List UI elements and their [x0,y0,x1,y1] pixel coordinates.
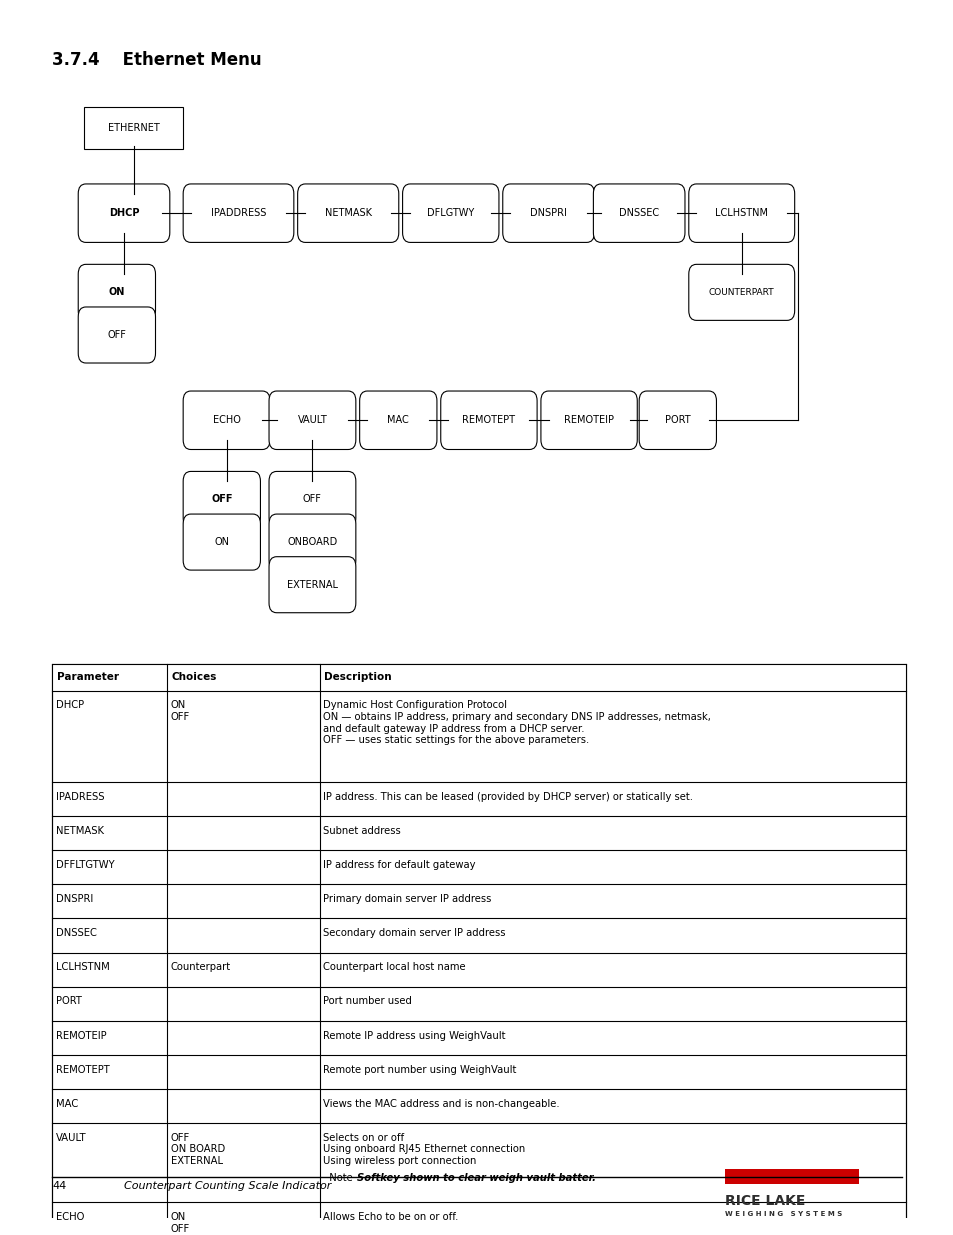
FancyBboxPatch shape [84,107,183,148]
Text: ON: ON [214,537,229,547]
Text: Port number used: Port number used [323,997,412,1007]
Text: MAC: MAC [56,1099,78,1109]
Text: NETMASK: NETMASK [56,826,104,836]
Text: Choices: Choices [172,672,217,682]
FancyBboxPatch shape [688,264,794,320]
Text: Primary domain server IP address: Primary domain server IP address [323,894,491,904]
FancyBboxPatch shape [502,184,594,242]
Text: PORT: PORT [56,997,82,1007]
Text: Remote port number using WeighVault: Remote port number using WeighVault [323,1065,517,1074]
Text: REMOTEPT: REMOTEPT [56,1065,110,1074]
Text: REMOTEIP: REMOTEIP [563,415,614,425]
Text: 3.7.4    Ethernet Menu: 3.7.4 Ethernet Menu [52,51,262,69]
Text: ON: ON [109,288,125,298]
FancyBboxPatch shape [183,514,260,571]
Text: IPADRESS: IPADRESS [56,792,105,802]
Text: DFLGTWY: DFLGTWY [427,209,474,219]
Text: ON
OFF: ON OFF [171,700,190,722]
Text: Parameter: Parameter [57,672,119,682]
Text: Counterpart: Counterpart [171,962,231,972]
Text: NETMASK: NETMASK [324,209,372,219]
Text: Allows Echo to be on or off.: Allows Echo to be on or off. [323,1212,458,1223]
Text: Views the MAC address and is non-changeable.: Views the MAC address and is non-changea… [323,1099,559,1109]
Text: DNSSEC: DNSSEC [618,209,659,219]
Text: DHCP: DHCP [109,209,139,219]
Text: Softkey shown to clear weigh vault batter.: Softkey shown to clear weigh vault batte… [356,1173,595,1183]
Text: Subnet address: Subnet address [323,826,400,836]
Text: Description: Description [324,672,392,682]
Text: IPADDRESS: IPADDRESS [211,209,266,219]
Bar [52,664,905,1235]
Text: REMOTEPT: REMOTEPT [462,415,515,425]
FancyBboxPatch shape [183,391,270,450]
Text: ECHO: ECHO [213,415,240,425]
FancyBboxPatch shape [183,184,294,242]
Text: Selects on or off
Using onboard RJ45 Ethernet connection
Using wireless port con: Selects on or off Using onboard RJ45 Eth… [323,1132,525,1166]
Text: LCLHSTNM: LCLHSTNM [715,209,767,219]
Text: 44: 44 [52,1182,67,1192]
FancyBboxPatch shape [359,391,436,450]
Text: OFF: OFF [211,494,233,504]
FancyBboxPatch shape [688,184,794,242]
FancyBboxPatch shape [440,391,537,450]
Text: RICE LAKE: RICE LAKE [724,1194,804,1208]
Text: MAC: MAC [387,415,409,425]
Text: ETHERNET: ETHERNET [108,124,159,133]
Text: PORT: PORT [664,415,690,425]
Text: OFF: OFF [303,494,321,504]
Text: Counterpart Counting Scale Indicator: Counterpart Counting Scale Indicator [124,1182,331,1192]
Text: DNSPRI: DNSPRI [530,209,566,219]
FancyBboxPatch shape [593,184,684,242]
Text: ON
OFF: ON OFF [171,1212,190,1234]
FancyBboxPatch shape [639,391,716,450]
FancyBboxPatch shape [402,184,498,242]
Text: IP address. This can be leased (provided by DHCP server) or statically set.: IP address. This can be leased (provided… [323,792,693,802]
Text: Counterpart local host name: Counterpart local host name [323,962,466,972]
Text: DFFLTGTWY: DFFLTGTWY [56,860,114,869]
Text: OFF: OFF [108,330,126,340]
Text: DNSPRI: DNSPRI [56,894,93,904]
Text: Dynamic Host Configuration Protocol
ON — obtains IP address, primary and seconda: Dynamic Host Configuration Protocol ON —… [323,700,711,745]
Bar [724,1170,858,1184]
Text: ECHO: ECHO [56,1212,85,1223]
Text: Note: Note [323,1173,359,1183]
Text: LCLHSTNM: LCLHSTNM [56,962,110,972]
FancyBboxPatch shape [78,264,155,320]
Text: DNSSEC: DNSSEC [56,929,97,939]
FancyBboxPatch shape [269,514,355,571]
Text: VAULT: VAULT [297,415,327,425]
Text: VAULT: VAULT [56,1132,87,1142]
FancyBboxPatch shape [78,184,170,242]
Text: EXTERNAL: EXTERNAL [287,579,337,590]
Text: W E I G H I N G   S Y S T E M S: W E I G H I N G S Y S T E M S [724,1210,841,1216]
Bar [52,664,905,690]
Text: COUNTERPART: COUNTERPART [708,288,774,296]
Text: IP address for default gateway: IP address for default gateway [323,860,476,869]
FancyBboxPatch shape [78,308,155,363]
FancyBboxPatch shape [183,472,260,527]
Text: DHCP: DHCP [56,700,84,710]
FancyBboxPatch shape [269,472,355,527]
FancyBboxPatch shape [297,184,398,242]
Text: Secondary domain server IP address: Secondary domain server IP address [323,929,505,939]
Text: REMOTEIP: REMOTEIP [56,1030,107,1041]
Text: Remote IP address using WeighVault: Remote IP address using WeighVault [323,1030,505,1041]
Text: OFF
ON BOARD
EXTERNAL: OFF ON BOARD EXTERNAL [171,1132,225,1166]
FancyBboxPatch shape [269,557,355,613]
FancyBboxPatch shape [269,391,355,450]
FancyBboxPatch shape [540,391,637,450]
Text: ONBOARD: ONBOARD [287,537,337,547]
